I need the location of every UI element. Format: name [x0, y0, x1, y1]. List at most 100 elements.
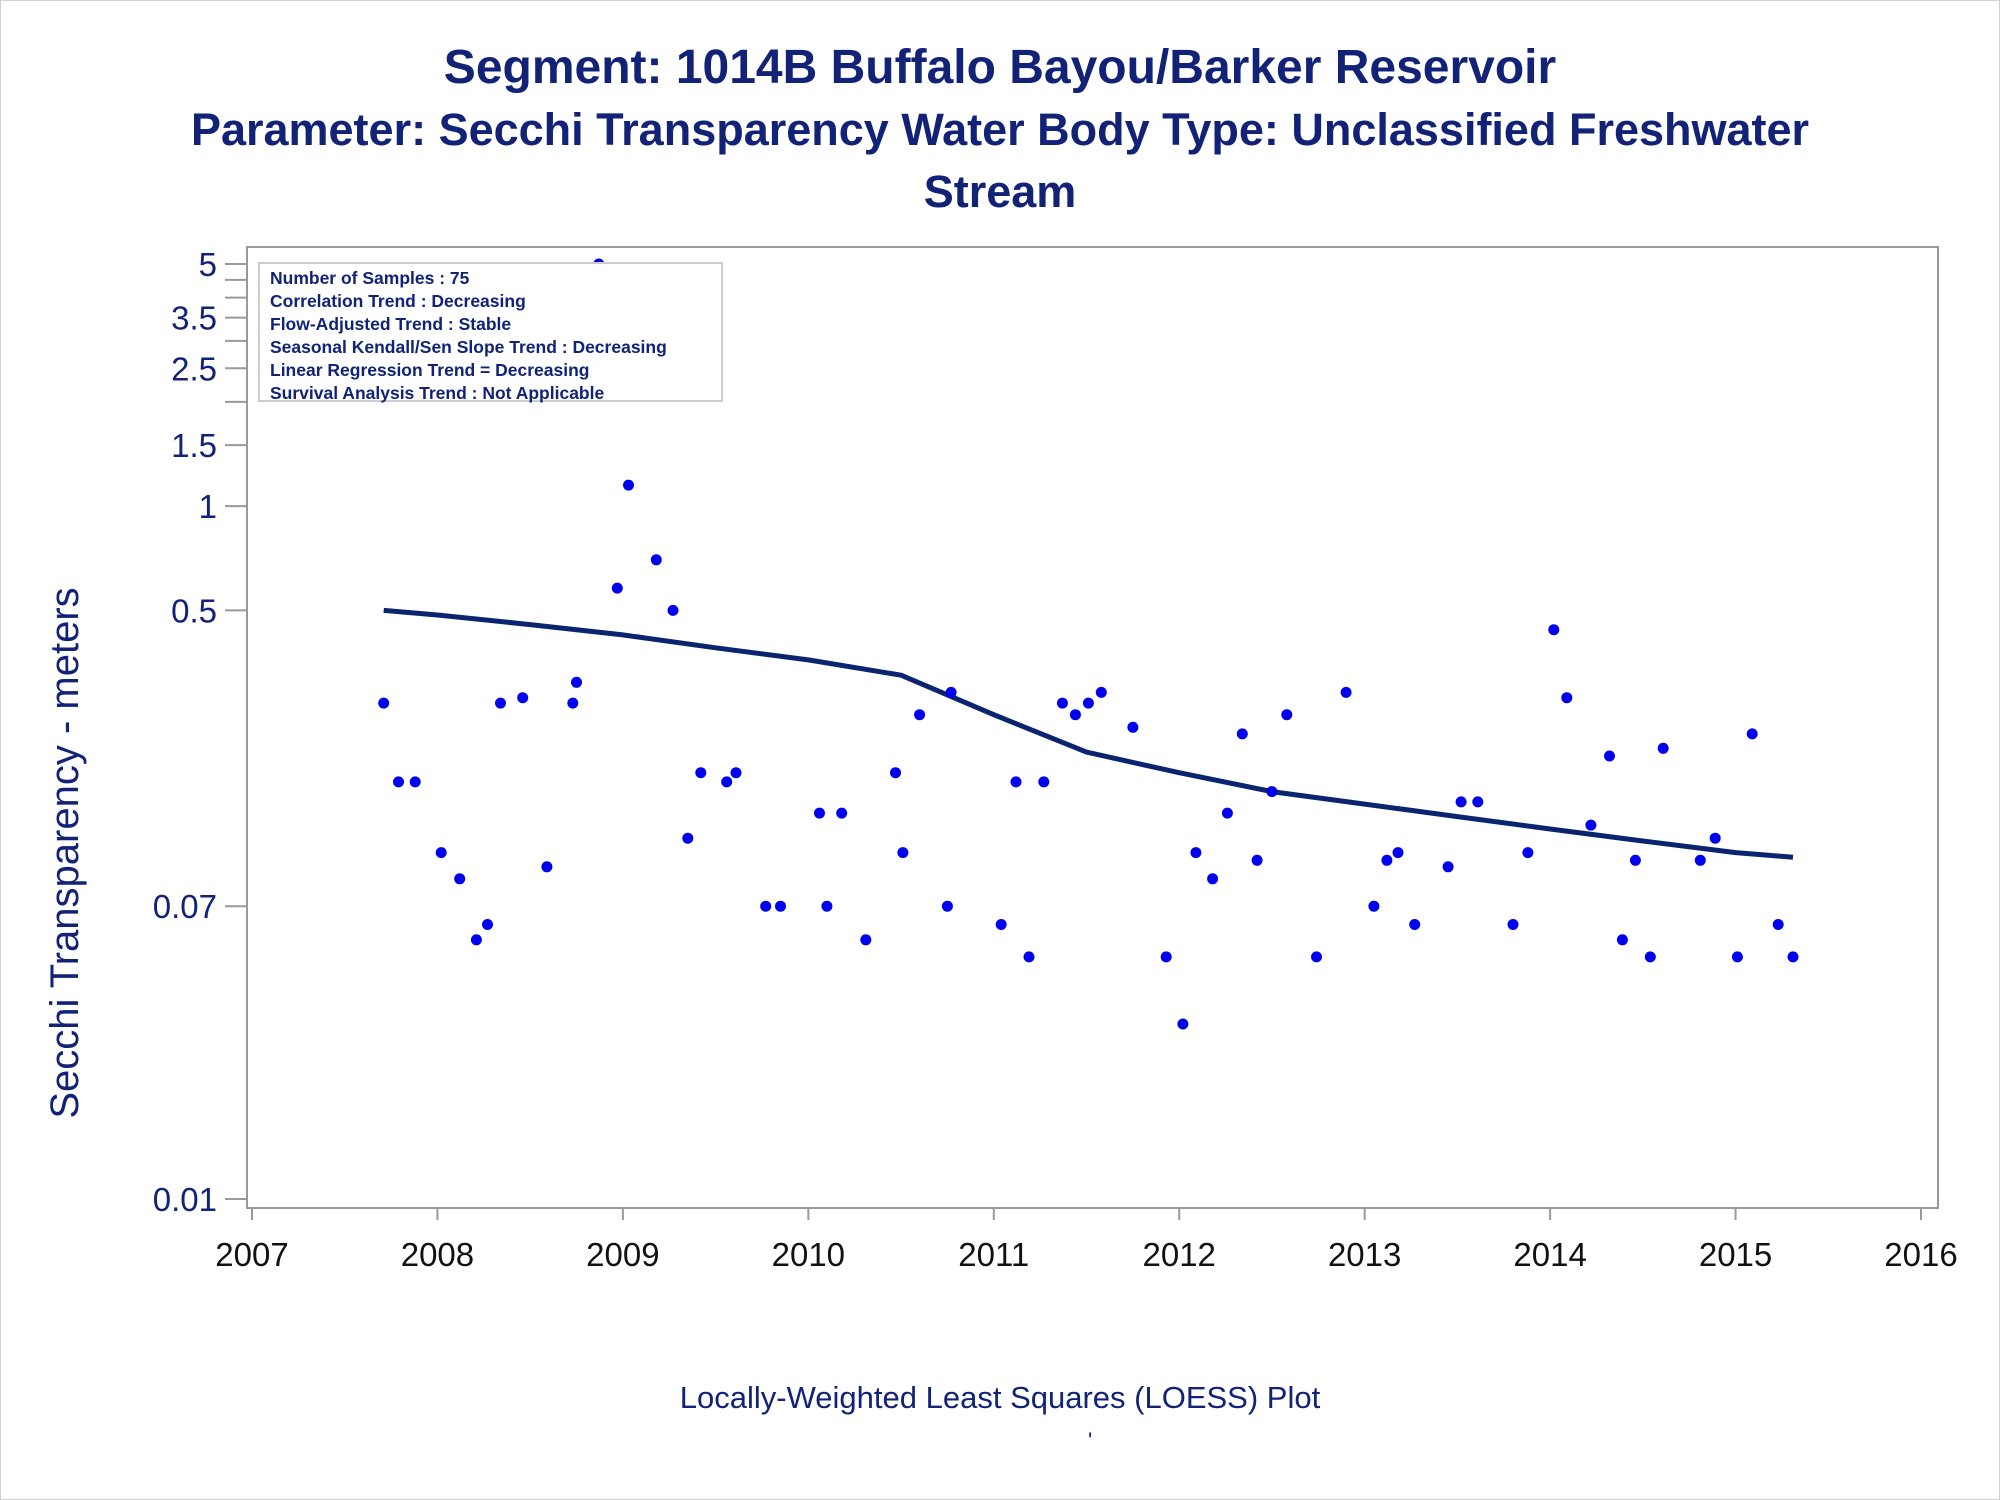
data-points — [378, 258, 1799, 1030]
data-point — [378, 697, 390, 709]
stat-number-of-samples: Number of Samples : 75 — [270, 268, 470, 288]
chart-title-parameter-continued: Stream — [923, 166, 1077, 217]
data-point — [667, 604, 679, 616]
data-point — [1657, 742, 1669, 754]
data-point — [1381, 854, 1393, 866]
stat-correlation-trend: Correlation Trend : Decreasing — [270, 291, 526, 311]
data-point — [1069, 709, 1081, 721]
chart-title-segment: Segment: 1014B Buffalo Bayou/Barker Rese… — [443, 41, 1557, 94]
data-point — [1585, 819, 1597, 831]
data-point — [945, 686, 957, 698]
loess-trend-line — [383, 607, 1794, 860]
data-point — [1340, 686, 1352, 698]
data-point — [897, 847, 909, 859]
data-point — [1731, 951, 1743, 963]
data-point — [1522, 847, 1534, 859]
x-tick-label: 2013 — [1328, 1236, 1401, 1273]
data-point — [836, 807, 848, 819]
data-point — [623, 479, 634, 491]
y-tick-label: 3.5 — [171, 300, 217, 337]
data-point — [495, 697, 506, 709]
y-tick-label: 2.5 — [171, 350, 217, 387]
plot-area-border — [246, 246, 1939, 1209]
data-point — [1177, 1018, 1189, 1030]
data-point — [1281, 709, 1293, 721]
stat-linear-regression-trend: Linear Regression Trend = Decreasing — [270, 360, 590, 380]
data-point — [567, 697, 579, 709]
data-point — [611, 582, 623, 594]
data-point — [1507, 919, 1519, 930]
data-point — [682, 832, 694, 844]
data-point — [1455, 796, 1467, 808]
footnote-mark: ' — [1088, 1428, 1093, 1453]
data-point — [470, 934, 482, 946]
data-point — [1082, 697, 1094, 709]
loess-curve-group — [383, 607, 1794, 860]
x-tick-label: 2012 — [1143, 1236, 1216, 1273]
data-point — [775, 900, 786, 912]
data-point — [1787, 951, 1799, 963]
data-point — [730, 767, 742, 779]
y-tick-label: 0.07 — [153, 888, 217, 925]
data-point — [1629, 854, 1641, 866]
trend-stats-box: Number of Samples : 75 Correlation Trend… — [258, 262, 723, 403]
x-tick-label: 2016 — [1884, 1236, 1957, 1273]
data-point — [1038, 776, 1050, 788]
data-point — [1746, 728, 1758, 740]
x-tick-label: 2011 — [958, 1236, 1029, 1273]
data-point — [1056, 697, 1068, 709]
data-point — [890, 767, 901, 779]
y-axis-title: Secchi Transparency - meters — [43, 587, 87, 1118]
data-point — [695, 767, 707, 779]
y-tick-label: 0.01 — [153, 1181, 217, 1218]
stat-survival-analysis-trend: Survival Analysis Trend : Not Applicable — [270, 383, 605, 403]
data-point — [435, 847, 447, 859]
data-point — [482, 919, 493, 930]
data-point — [1772, 919, 1784, 930]
data-point — [1311, 951, 1322, 963]
data-point — [454, 873, 466, 885]
y-tick-label: 0.5 — [171, 592, 217, 629]
x-tick-label: 2007 — [215, 1236, 288, 1273]
chart-title-parameter: Parameter: Secchi Transparency Water Bod… — [190, 104, 1810, 155]
x-tick-label: 2010 — [772, 1236, 845, 1273]
stat-flow-adjusted-trend: Flow-Adjusted Trend : Stable — [270, 314, 512, 334]
data-point — [941, 900, 953, 912]
data-point — [914, 709, 926, 721]
data-point — [821, 900, 833, 912]
data-point — [1644, 951, 1656, 963]
data-point — [1392, 847, 1404, 859]
y-tick-label: 1.5 — [171, 427, 217, 464]
data-point — [571, 676, 582, 688]
data-point — [1010, 776, 1022, 788]
data-point — [541, 861, 553, 873]
data-point — [814, 807, 825, 819]
data-point — [1207, 873, 1219, 885]
x-tick-label: 2015 — [1699, 1236, 1772, 1273]
data-point — [1561, 692, 1573, 704]
data-point — [1472, 796, 1484, 808]
data-point — [1442, 861, 1454, 873]
data-point — [721, 776, 733, 788]
stat-seasonal-kendall-trend: Seasonal Kendall/Sen Slope Trend : Decre… — [270, 337, 667, 357]
data-point — [1160, 951, 1172, 963]
data-point — [1709, 832, 1721, 844]
data-point — [1023, 951, 1035, 963]
data-point — [1694, 854, 1706, 866]
data-point — [760, 900, 772, 912]
data-point — [1221, 807, 1233, 819]
data-point — [1548, 624, 1560, 636]
data-point — [995, 919, 1007, 930]
data-point — [1616, 934, 1628, 946]
x-tick-label: 2014 — [1513, 1236, 1586, 1273]
data-point — [1236, 728, 1248, 740]
data-point — [1409, 919, 1421, 930]
y-tick-label: 5 — [199, 246, 217, 283]
plot-footnote: Locally-Weighted Least Squares (LOESS) P… — [679, 1380, 1321, 1415]
plot-axes: 0.01 0.07 0.5 1 1.5 2.5 3.5 5 2007 2008 2009 2010 20… — [153, 246, 1958, 1273]
data-point — [517, 692, 529, 704]
data-point — [1604, 750, 1615, 762]
data-point — [409, 776, 421, 788]
data-point — [860, 934, 872, 946]
